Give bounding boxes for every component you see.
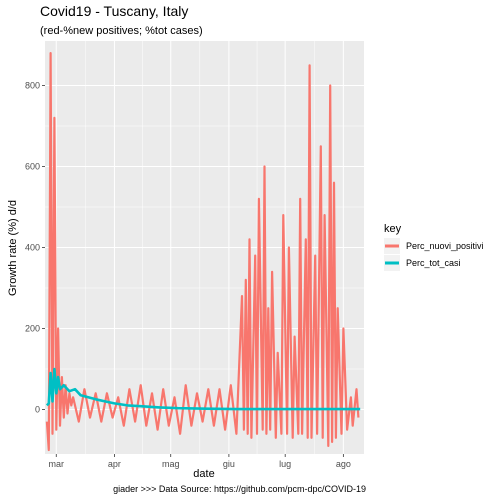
- series-line-Perc_nuovi_positivi: [45, 51, 360, 452]
- x-tick-label: mag: [162, 459, 180, 469]
- chart-subtitle: (red-%new positives; %tot cases): [40, 25, 203, 37]
- chart-title: Covid19 - Tuscany, Italy: [40, 3, 188, 19]
- x-axis: mar apr mag giu lug ago: [49, 454, 351, 469]
- x-tick-label: giu: [223, 459, 235, 469]
- series-layer: [45, 51, 361, 452]
- series-line-Perc_tot_casi: [45, 367, 361, 411]
- x-tick-label: apr: [108, 459, 121, 469]
- y-tick-label: 600: [25, 162, 40, 172]
- x-tick-label: ago: [336, 459, 351, 469]
- x-axis-title: date: [193, 468, 214, 480]
- y-axis: 0 200 400 600 800: [25, 81, 45, 414]
- y-axis-title: Growth rate (%) d/d: [7, 200, 19, 296]
- legend-label: Perc_nuovi_positivi: [406, 241, 484, 251]
- legend-title: key: [384, 223, 402, 235]
- y-tick-label: 200: [25, 323, 40, 333]
- legend: Perc_nuovi_positivi Perc_tot_casi: [384, 238, 484, 271]
- chart-caption: giader >>> Data Source: https://github.c…: [113, 484, 366, 494]
- y-tick-label: 0: [35, 404, 40, 414]
- y-tick-label: 400: [25, 243, 40, 253]
- y-tick-label: 800: [25, 81, 40, 91]
- x-tick-label: lug: [279, 459, 291, 469]
- legend-label: Perc_tot_casi: [406, 258, 461, 268]
- x-tick-label: mar: [49, 459, 65, 469]
